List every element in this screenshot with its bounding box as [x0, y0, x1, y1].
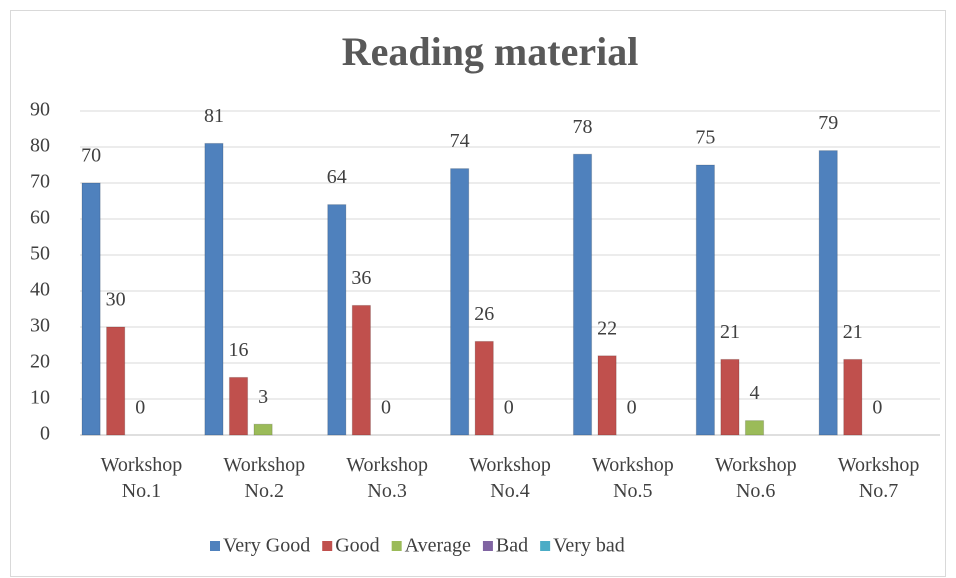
- x-tick-label: Workshop No.4: [469, 454, 551, 502]
- data-label: 21: [843, 321, 863, 343]
- x-tick-label: Workshop No.3: [346, 454, 428, 502]
- y-tick-label: 30: [30, 315, 50, 337]
- data-label: 16: [229, 339, 249, 361]
- y-tick-label: 70: [30, 171, 50, 193]
- bar: [450, 168, 470, 436]
- x-tick-label: Workshop No.6: [714, 454, 797, 502]
- legend-swatch: [540, 541, 551, 551]
- data-label: 78: [573, 116, 593, 138]
- legend-swatch: [391, 541, 402, 551]
- data-label: 0: [135, 397, 145, 419]
- legend-label: Very bad: [553, 535, 625, 557]
- y-tick-label: 20: [30, 351, 50, 373]
- data-label: 22: [597, 317, 617, 339]
- data-label: 70: [81, 145, 101, 167]
- legend-label: Good: [335, 535, 379, 557]
- bar: [106, 326, 126, 436]
- data-label: 21: [720, 321, 740, 343]
- legend-swatch: [322, 541, 333, 551]
- chart-title: Reading material: [342, 29, 639, 74]
- bar: [253, 423, 273, 436]
- x-tick-label: Workshop No.2: [223, 454, 306, 502]
- data-label: 79: [818, 112, 838, 134]
- bar: [744, 420, 765, 436]
- data-label: 81: [204, 105, 224, 127]
- data-label: 0: [381, 397, 391, 419]
- y-tick-label: 50: [30, 243, 50, 265]
- legend-label: Average: [405, 535, 471, 557]
- data-label: 36: [351, 267, 371, 289]
- y-tick-label: 80: [30, 135, 50, 157]
- legend-label: Very Good: [223, 535, 310, 557]
- bar: [327, 204, 347, 436]
- x-tick-label: Workshop No.1: [100, 454, 183, 502]
- data-label: 75: [695, 127, 715, 149]
- bar: [720, 358, 740, 436]
- y-tick-label: 0: [40, 423, 50, 445]
- y-tick-label: 60: [30, 207, 50, 229]
- legend-label: Bad: [496, 535, 528, 557]
- data-label: 26: [474, 303, 494, 325]
- bar: [228, 376, 249, 436]
- bar: [81, 182, 101, 436]
- x-tick-label: Workshop No.7: [837, 454, 920, 502]
- x-tick-label: Workshop No.5: [591, 454, 674, 502]
- data-label: 0: [627, 397, 637, 419]
- bar: [572, 153, 593, 436]
- data-label: 64: [327, 166, 347, 188]
- bar: [351, 304, 371, 436]
- y-tick-label: 40: [30, 279, 50, 301]
- bar: [843, 358, 863, 436]
- bar: [818, 150, 838, 436]
- y-tick-label: 90: [30, 99, 50, 121]
- bar: [474, 340, 494, 436]
- data-label: 74: [450, 130, 470, 152]
- data-label: 0: [504, 397, 514, 419]
- data-label: 30: [106, 289, 126, 311]
- bar: [695, 164, 715, 436]
- chart-border: [10, 10, 946, 577]
- data-label: 0: [872, 397, 882, 419]
- bar: [597, 355, 617, 436]
- data-label: 3: [258, 386, 268, 408]
- legend-swatch: [482, 541, 493, 551]
- data-label: 4: [750, 382, 760, 404]
- legend-swatch: [210, 541, 220, 551]
- y-tick-label: 10: [30, 387, 50, 409]
- bar: [204, 142, 224, 436]
